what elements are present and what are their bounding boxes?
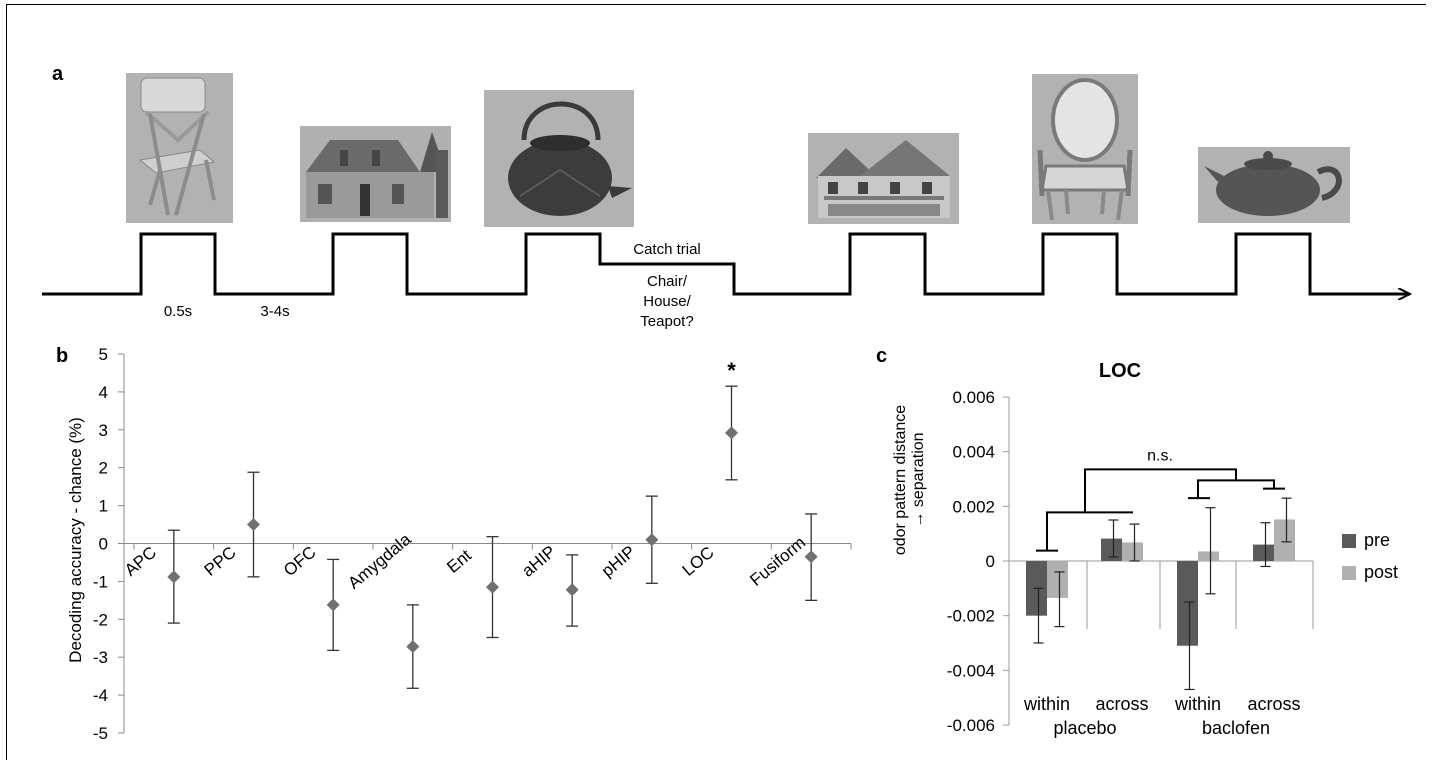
chart-b-category-label: pHIP: [598, 542, 639, 581]
chart-b-point: [247, 518, 260, 532]
chart-b-category-label: Amygdala: [344, 529, 415, 592]
catch-line-3: Teapot?: [640, 313, 693, 330]
chart-c-ytick-label: -0.002: [947, 607, 995, 626]
chart-c-bracket-baclofen: [1188, 479, 1285, 500]
chart-c-category-label: within: [1174, 694, 1221, 714]
chart-c-ytick-label: -0.004: [947, 661, 995, 680]
chart-c-bracket-placebo: [1036, 511, 1133, 552]
chart-b-ytick-label: -2: [93, 610, 108, 629]
chart-b-category-label: APC: [121, 543, 160, 580]
duration-on-label: 0.5s: [164, 303, 192, 320]
chart-c-legend-label: pre: [1364, 530, 1390, 550]
timeline-line: [42, 232, 1410, 294]
chart-c-category-label: across: [1247, 694, 1300, 714]
chart-c-ytick-label: 0.002: [952, 497, 995, 516]
panel-a: a 0.5s 3-4s Catch trial Chair/ House/ Te…: [42, 63, 1410, 330]
chart-b-ytick-label: -3: [93, 648, 108, 667]
panel-b-letter: b: [56, 345, 68, 367]
panel-c-letter: c: [876, 345, 887, 367]
iron-teapot-image: [484, 90, 634, 227]
stone-house-image: [300, 126, 451, 222]
chart-b-point: [167, 570, 181, 584]
chart-b-point: [486, 580, 499, 594]
chart-c-bar-post: [1198, 551, 1219, 561]
chart-b-point: [406, 640, 420, 654]
chart-b-category-label: PPC: [201, 543, 240, 580]
chart-b-ytick-label: 4: [99, 383, 108, 402]
chart-c-bracket-top: [1084, 468, 1237, 513]
chart-c: c LOC odor pattern distance → separation…: [876, 345, 1398, 738]
duration-off-label: 3-4s: [260, 303, 289, 320]
chart-b-significance-star: *: [727, 358, 736, 383]
chart-b-ytick-label: -4: [93, 686, 108, 705]
figure-frame: [6, 4, 1426, 760]
chart-b-ytick-label: 5: [99, 345, 108, 364]
armchair-image: [1032, 74, 1138, 224]
chart-b-ylabel: Decoding accuracy - chance (%): [66, 417, 85, 663]
chart-c-group-label: baclofen: [1202, 718, 1270, 738]
chart-c-legend-swatch: [1342, 534, 1356, 548]
chart-b-point: [326, 598, 340, 612]
chart-b-category-label: Fusiform: [746, 533, 809, 590]
chart-c-ytick-label: 0: [986, 552, 995, 571]
chart-c-ytick-label: 0.004: [952, 443, 995, 462]
chart-b: b Decoding accuracy - chance (%) 5 4 3 2 1 0 -…: [56, 345, 852, 743]
chart-c-category-label: across: [1095, 694, 1148, 714]
catch-trial-title: Catch trial: [633, 241, 701, 258]
chart-c-ytick-label: 0.006: [952, 388, 995, 407]
catch-line-2: House/: [643, 293, 691, 310]
chart-b-ytick-label: 2: [99, 459, 108, 478]
folding-chair-image: [126, 73, 233, 223]
chart-c-bar-pre: [1253, 544, 1274, 561]
panel-a-letter: a: [52, 63, 64, 85]
clay-teapot-image: [1198, 147, 1350, 223]
chart-c-bar-pre: [1177, 561, 1198, 646]
chart-c-bar-post: [1274, 519, 1295, 561]
chart-c-bar-post: [1047, 561, 1068, 598]
large-house-image: [808, 133, 959, 224]
chart-b-ytick-label: 1: [99, 497, 108, 516]
chart-b-point: [565, 583, 579, 597]
chart-c-group-label: placebo: [1053, 718, 1116, 738]
chart-b-ytick-label: -5: [93, 724, 108, 743]
chart-b-category-label: LOC: [679, 543, 718, 580]
chart-b-category-label: aHIP: [518, 542, 559, 581]
chart-c-legend-swatch: [1342, 566, 1356, 580]
chart-c-legend-label: post: [1364, 562, 1398, 582]
chart-b-category-label: Ent: [443, 546, 475, 577]
chart-c-ns-annotation: n.s.: [1147, 448, 1173, 465]
catch-line-1: Chair/: [647, 273, 688, 290]
chart-b-ytick-label: 3: [99, 421, 108, 440]
chart-c-ylabel-line1: odor pattern distance: [892, 405, 909, 555]
chart-c-title: LOC: [1099, 360, 1141, 382]
chart-c-ytick-label: -0.006: [947, 716, 995, 735]
chart-b-ytick-label: 0: [99, 535, 108, 554]
chart-c-bar-post: [1122, 542, 1143, 561]
chart-b-point: [804, 550, 818, 564]
chart-b-point: [645, 533, 659, 547]
chart-b-point: [725, 426, 738, 440]
chart-b-category-label: OFC: [280, 542, 320, 580]
chart-c-category-label: within: [1023, 694, 1070, 714]
chart-c-ylabel-line2: → separation: [910, 432, 927, 527]
chart-b-ytick-label: -1: [93, 572, 108, 591]
chart-c-bar-pre: [1101, 538, 1122, 561]
